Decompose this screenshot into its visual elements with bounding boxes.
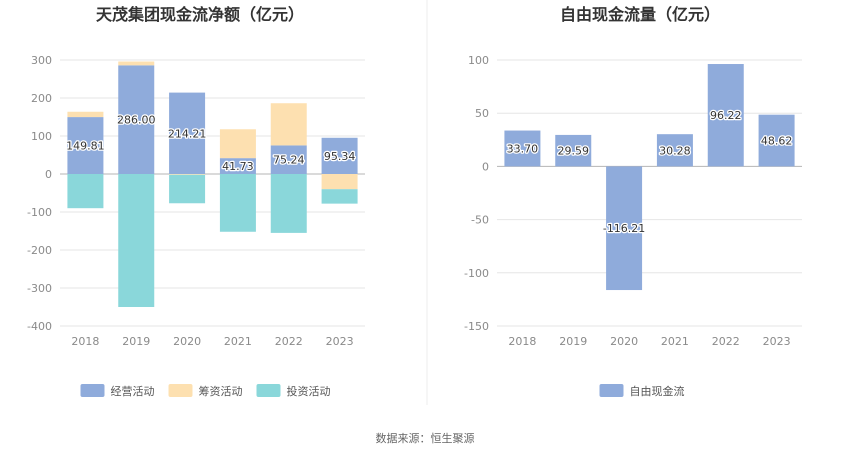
source-note: 数据来源：恒生聚源: [376, 431, 475, 445]
legend-swatch: [256, 384, 281, 397]
chart-title: 天茂集团现金流净额（亿元）: [96, 5, 304, 24]
x-tick-label: 2022: [712, 335, 740, 348]
bar-series-0: [270, 145, 307, 174]
data-label: 286.00: [117, 114, 156, 127]
y-tick-label: -150: [464, 320, 489, 333]
bar: [758, 114, 795, 167]
cash-flow-net-chart: 天茂集团现金流净额（亿元） 300 200 100 0 -100 -200 -300 -400 1…: [27, 5, 365, 398]
x-tick-label: 2019: [122, 335, 150, 348]
data-label: -116.21: [603, 222, 645, 235]
y-tick-label: -200: [27, 244, 52, 257]
x-tick-label: 2023: [763, 335, 791, 348]
bar-series-2: [169, 174, 206, 204]
y-tick-label: -400: [27, 320, 52, 333]
legend-swatch: [599, 384, 624, 397]
bar-series-1: [169, 174, 206, 175]
data-label: 96.22: [710, 109, 742, 122]
data-label: 41.73: [222, 160, 254, 173]
y-tick-label: 200: [31, 92, 52, 105]
bar-series-2: [219, 174, 256, 232]
x-tick-label: 2022: [275, 335, 303, 348]
bar-series-1: [67, 111, 104, 118]
y-tick-label: 50: [475, 107, 489, 120]
chart-title: 自由现金流量（亿元）: [560, 5, 720, 24]
data-label: 95.34: [324, 150, 356, 163]
bar: [707, 64, 744, 167]
bar: [606, 166, 643, 291]
bar-series-1: [270, 103, 307, 146]
data-label: 214.21: [168, 127, 207, 140]
data-label: 30.28: [659, 144, 691, 157]
y-tick-label: 0: [482, 160, 489, 173]
x-tick-label: 2018: [508, 335, 536, 348]
x-tick-label: 2020: [173, 335, 201, 348]
bar-series-0: [219, 158, 256, 174]
y-tick-label: -100: [27, 206, 52, 219]
x-tick-label: 2023: [326, 335, 354, 348]
bar-series-1: [321, 174, 358, 190]
legend-label: 自由现金流: [630, 384, 685, 398]
bar-series-0: [118, 65, 155, 174]
y-tick-label: 0: [45, 168, 52, 181]
legend-swatch: [168, 384, 193, 397]
legend-label: 投资活动: [287, 384, 331, 398]
bar: [656, 134, 693, 167]
bar-series-2: [118, 174, 155, 307]
y-tick-label: 100: [468, 54, 489, 67]
bar-series-0: [321, 137, 358, 174]
legend-swatch: [80, 384, 105, 397]
data-label: 75.24: [273, 154, 305, 167]
legend-label: 经营活动: [111, 384, 155, 398]
bar-series-2: [321, 189, 358, 204]
bar-series-0: [67, 117, 104, 174]
bar-series-1: [118, 61, 155, 66]
x-tick-label: 2021: [224, 335, 252, 348]
data-label: 48.62: [761, 135, 793, 148]
bar-series-1: [219, 129, 256, 159]
free-cash-flow-chart: 自由现金流量（亿元） 100 50 0 -50 -100 -150 33.70 29.59 -11…: [464, 5, 802, 398]
bar-series-2: [67, 174, 104, 209]
data-label: 149.81: [66, 140, 105, 153]
y-tick-label: -50: [471, 214, 489, 227]
legend-label: 筹资活动: [199, 384, 243, 398]
x-tick-label: 2019: [559, 335, 587, 348]
data-label: 33.70: [507, 142, 539, 155]
y-tick-label: -300: [27, 282, 52, 295]
y-tick-label: -100: [464, 267, 489, 280]
x-tick-label: 2020: [610, 335, 638, 348]
bar-series-0: [169, 92, 206, 174]
y-tick-label: 100: [31, 130, 52, 143]
data-label: 29.59: [558, 145, 590, 158]
bar: [555, 134, 592, 167]
y-tick-label: 300: [31, 54, 52, 67]
x-tick-label: 2018: [71, 335, 99, 348]
bar-series-2: [270, 174, 307, 233]
x-tick-label: 2021: [661, 335, 689, 348]
bar: [504, 130, 541, 167]
